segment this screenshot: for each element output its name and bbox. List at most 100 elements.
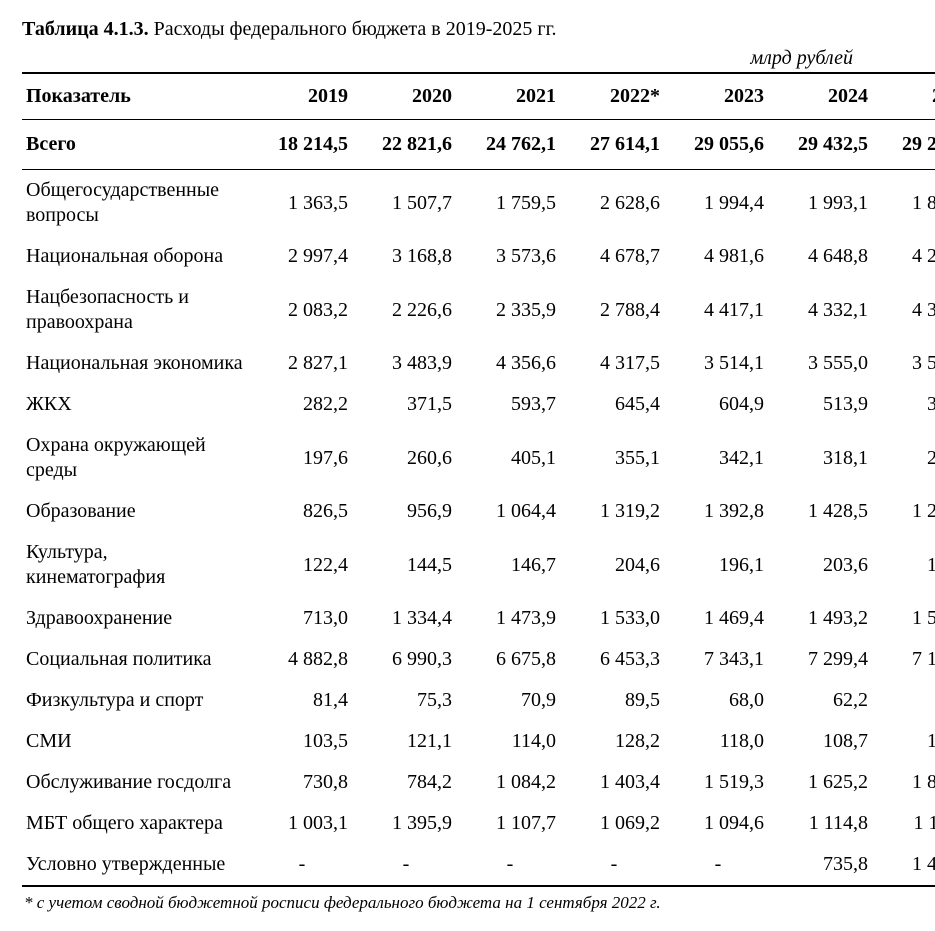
row-value: 196,1 <box>666 532 770 598</box>
row-label: Условно утвержденные <box>22 844 250 886</box>
row-value: 282,2 <box>250 384 354 425</box>
row-value: 604,9 <box>666 384 770 425</box>
row-value: 593,7 <box>458 384 562 425</box>
row-value: 81,4 <box>250 680 354 721</box>
row-value: 1 084,2 <box>458 762 562 803</box>
row-value: 4 678,7 <box>562 236 666 277</box>
row-value: 713,0 <box>250 598 354 639</box>
row-value: 342,1 <box>666 425 770 491</box>
row-value: 4 344,2 <box>874 277 935 343</box>
table-row: МБТ общего характера1 003,11 395,91 107,… <box>22 803 935 844</box>
row-label: Обслуживание госдолга <box>22 762 250 803</box>
row-value: 171,1 <box>874 532 935 598</box>
row-value: 6 675,8 <box>458 639 562 680</box>
row-value: 320,0 <box>874 384 935 425</box>
header-year-0: 2019 <box>250 73 354 120</box>
row-value: 18 214,5 <box>250 120 354 170</box>
row-value: 7 152,8 <box>874 639 935 680</box>
row-value: 1 834,5 <box>874 170 935 237</box>
table-caption-number: Таблица 4.1.3. <box>22 18 149 40</box>
row-label: Охрана окружающей среды <box>22 425 250 491</box>
row-value: 730,8 <box>250 762 354 803</box>
row-value: 144,5 <box>354 532 458 598</box>
header-year-4: 2023 <box>666 73 770 120</box>
row-value: 1 473,9 <box>458 598 562 639</box>
row-label: Культура, кинематография <box>22 532 250 598</box>
row-value: 826,5 <box>250 491 354 532</box>
table-row: Культура, кинематография122,4144,5146,72… <box>22 532 935 598</box>
table-row: Общегосударственные вопросы1 363,51 507,… <box>22 170 935 237</box>
row-label: Национальная экономика <box>22 343 250 384</box>
table-caption: Таблица 4.1.3. Расходы федерального бюдж… <box>22 18 913 41</box>
row-value: 1 107,7 <box>458 803 562 844</box>
row-label: МБТ общего характера <box>22 803 250 844</box>
row-value: 27 614,1 <box>562 120 666 170</box>
row-value: - <box>458 844 562 886</box>
table-row: Нацбезопасность и правоохрана2 083,22 22… <box>22 277 935 343</box>
row-value: 6 453,3 <box>562 639 666 680</box>
row-value: - <box>666 844 770 886</box>
row-value: 3 483,9 <box>354 343 458 384</box>
unit-label: млрд рублей <box>22 47 913 70</box>
row-label: Общегосударственные вопросы <box>22 170 250 237</box>
row-value: 371,5 <box>354 384 458 425</box>
row-value: 2 628,6 <box>562 170 666 237</box>
row-value: 203,6 <box>770 532 874 598</box>
row-value: 1 319,2 <box>562 491 666 532</box>
row-label: Всего <box>22 120 250 170</box>
row-value: 204,6 <box>562 532 666 598</box>
row-value: 1 759,5 <box>458 170 562 237</box>
row-value: 75,3 <box>354 680 458 721</box>
row-value: 29 432,5 <box>770 120 874 170</box>
row-value: 1 234,2 <box>874 491 935 532</box>
row-value: 1 003,1 <box>250 803 354 844</box>
table-row: Национальная экономика2 827,13 483,94 35… <box>22 343 935 384</box>
row-value: 513,9 <box>770 384 874 425</box>
row-value: 1 462,2 <box>874 844 935 886</box>
row-value: 784,2 <box>354 762 458 803</box>
header-row: Показатель 2019 2020 2021 2022* 2023 202… <box>22 73 935 120</box>
row-label: Физкультура и спорт <box>22 680 250 721</box>
row-label: СМИ <box>22 721 250 762</box>
row-value: 128,2 <box>562 721 666 762</box>
table-row: Здравоохранение713,01 334,41 473,91 533,… <box>22 598 935 639</box>
header-indicator: Показатель <box>22 73 250 120</box>
row-value: 122,4 <box>250 532 354 598</box>
table-row: Национальная оборона2 997,43 168,83 573,… <box>22 236 935 277</box>
row-value: 4 648,8 <box>770 236 874 277</box>
footnote: * с учетом сводной бюджетной росписи фед… <box>22 893 913 913</box>
row-value: 3 573,6 <box>458 236 562 277</box>
row-value: 2 226,6 <box>354 277 458 343</box>
row-value: 405,1 <box>458 425 562 491</box>
row-value: 29 055,6 <box>666 120 770 170</box>
row-value: 2 997,4 <box>250 236 354 277</box>
row-value: 1 533,0 <box>562 598 666 639</box>
row-value: 1 334,4 <box>354 598 458 639</box>
row-value: 1 994,4 <box>666 170 770 237</box>
row-value: 89,5 <box>562 680 666 721</box>
row-value: 735,8 <box>770 844 874 886</box>
row-value: 7 299,4 <box>770 639 874 680</box>
row-value: 645,4 <box>562 384 666 425</box>
row-value: - <box>354 844 458 886</box>
header-year-2: 2021 <box>458 73 562 120</box>
row-value: 7 343,1 <box>666 639 770 680</box>
row-value: 1 519,3 <box>666 762 770 803</box>
row-value: 1 069,2 <box>562 803 666 844</box>
row-label: Национальная оборона <box>22 236 250 277</box>
row-value: 1 625,2 <box>770 762 874 803</box>
row-value: 1 428,5 <box>770 491 874 532</box>
row-value: 1 878,3 <box>874 762 935 803</box>
row-value: 1 403,4 <box>562 762 666 803</box>
row-value: 1 064,4 <box>458 491 562 532</box>
row-value: 3 555,0 <box>770 343 874 384</box>
table-row: Обслуживание госдолга730,8784,21 084,21 … <box>22 762 935 803</box>
row-value: 355,1 <box>562 425 666 491</box>
header-year-5: 2024 <box>770 73 874 120</box>
row-value: 260,6 <box>354 425 458 491</box>
header-year-6: 2025 <box>874 73 935 120</box>
row-value: 146,7 <box>458 532 562 598</box>
row-value: 4 317,5 <box>562 343 666 384</box>
row-value: 1 507,7 <box>354 170 458 237</box>
header-year-3: 2022* <box>562 73 666 120</box>
